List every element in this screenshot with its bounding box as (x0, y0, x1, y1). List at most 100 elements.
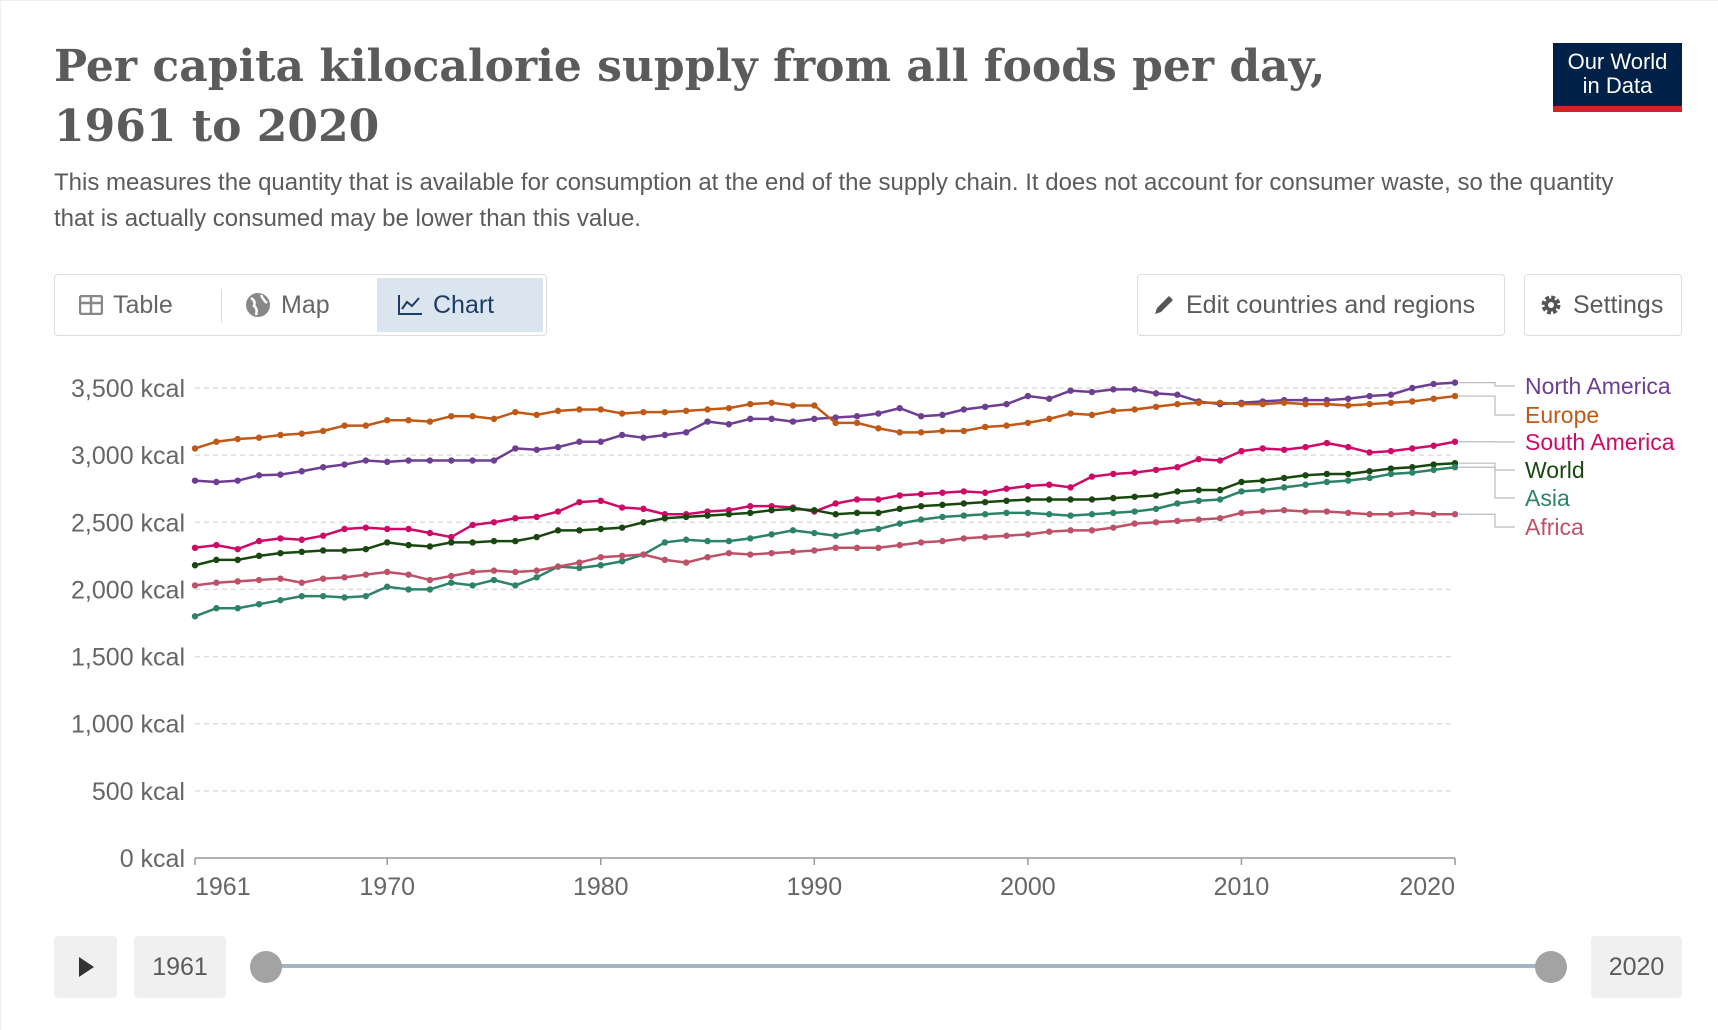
data-point (1387, 470, 1395, 478)
data-point (1451, 438, 1459, 445)
data-point (1302, 400, 1309, 408)
x-tick-label: 2010 (1214, 873, 1270, 901)
data-point (1345, 443, 1352, 451)
data-point (341, 461, 348, 468)
timeline-start-handle[interactable] (250, 951, 282, 983)
settings-label: Settings (1573, 290, 1664, 319)
data-point (362, 592, 370, 600)
data-point (1131, 493, 1138, 500)
data-point (960, 500, 968, 507)
tab-chart[interactable]: Chart (377, 278, 543, 332)
data-point (576, 527, 583, 534)
data-point (981, 498, 989, 506)
data-point (640, 505, 647, 513)
data-point (298, 592, 305, 600)
data-point (747, 400, 754, 408)
timeline-track[interactable] (265, 964, 1550, 968)
data-point (1003, 509, 1010, 517)
data-point (1024, 419, 1032, 427)
logo-line2: in Data (1582, 73, 1653, 98)
data-point (405, 457, 412, 464)
data-point (191, 582, 199, 589)
x-tick-label: 2020 (1399, 873, 1455, 901)
data-point (576, 564, 583, 572)
series-line-africa (194, 508, 1455, 587)
data-point (917, 413, 925, 420)
data-point (917, 502, 925, 510)
data-point (896, 404, 903, 412)
data-point (811, 415, 818, 423)
data-point (1216, 486, 1224, 494)
data-point (1430, 511, 1437, 518)
data-point (1323, 470, 1331, 478)
data-point (1238, 478, 1245, 486)
data-point (1259, 508, 1266, 515)
data-point (1387, 447, 1395, 455)
data-point (469, 582, 476, 589)
tab-table[interactable]: Table (59, 278, 209, 332)
y-tick-label: 1,000 kcal (71, 711, 185, 739)
data-point (1152, 403, 1160, 410)
owid-logo[interactable]: Our World in Data (1553, 43, 1682, 112)
data-point (1409, 469, 1416, 476)
data-point (682, 429, 690, 436)
data-point (277, 575, 284, 582)
timeline-end-handle[interactable] (1535, 951, 1567, 983)
legend-label: Asia (1525, 485, 1570, 511)
data-point (896, 541, 903, 549)
series-line-world (194, 461, 1456, 567)
data-point (1280, 399, 1288, 406)
data-point (1131, 469, 1138, 476)
chart-title: Per capita kilocalorie supply from all f… (54, 41, 1326, 152)
data-point (1003, 400, 1010, 408)
data-point (1195, 497, 1202, 504)
data-point (917, 539, 925, 546)
legend-label: Africa (1525, 514, 1584, 540)
data-point (618, 552, 626, 560)
data-point (319, 592, 327, 600)
x-tick-label: 1970 (359, 873, 415, 901)
data-point (448, 533, 455, 541)
data-point (554, 508, 562, 515)
data-point (1195, 516, 1202, 523)
data-point (682, 536, 690, 543)
data-point (1409, 384, 1416, 392)
logo-line1: Our World (1567, 49, 1668, 74)
data-point (1259, 486, 1266, 494)
legend-connector (1459, 513, 1515, 528)
table-icon (79, 295, 103, 315)
data-point (1131, 520, 1138, 527)
data-point (1259, 400, 1266, 408)
edit-countries-button[interactable]: Edit countries and regions (1137, 274, 1505, 336)
x-tick-label: 1990 (787, 873, 843, 901)
data-point (618, 504, 626, 511)
data-point (213, 438, 220, 445)
data-point (1046, 528, 1053, 535)
data-point (319, 427, 327, 435)
data-point (917, 429, 925, 436)
settings-button[interactable]: Settings (1524, 274, 1682, 336)
data-point (213, 556, 220, 564)
data-point (1174, 400, 1181, 408)
data-point (448, 457, 455, 464)
data-point (1152, 466, 1160, 474)
data-point (768, 507, 775, 514)
data-point (405, 525, 412, 533)
play-button[interactable] (54, 936, 117, 998)
data-point (554, 527, 562, 534)
tab-map[interactable]: Map (225, 278, 375, 332)
data-point (853, 496, 861, 503)
data-point (896, 492, 903, 499)
y-tick-label: 3,500 kcal (71, 375, 185, 403)
data-point (533, 574, 540, 581)
globe-icon (246, 293, 270, 317)
data-point (1046, 395, 1053, 402)
data-point (981, 533, 989, 541)
data-point (939, 489, 946, 496)
tab-label: Map (281, 290, 330, 319)
data-point (981, 511, 989, 518)
data-point (384, 583, 391, 590)
data-point (426, 529, 434, 537)
data-point (1430, 395, 1437, 402)
